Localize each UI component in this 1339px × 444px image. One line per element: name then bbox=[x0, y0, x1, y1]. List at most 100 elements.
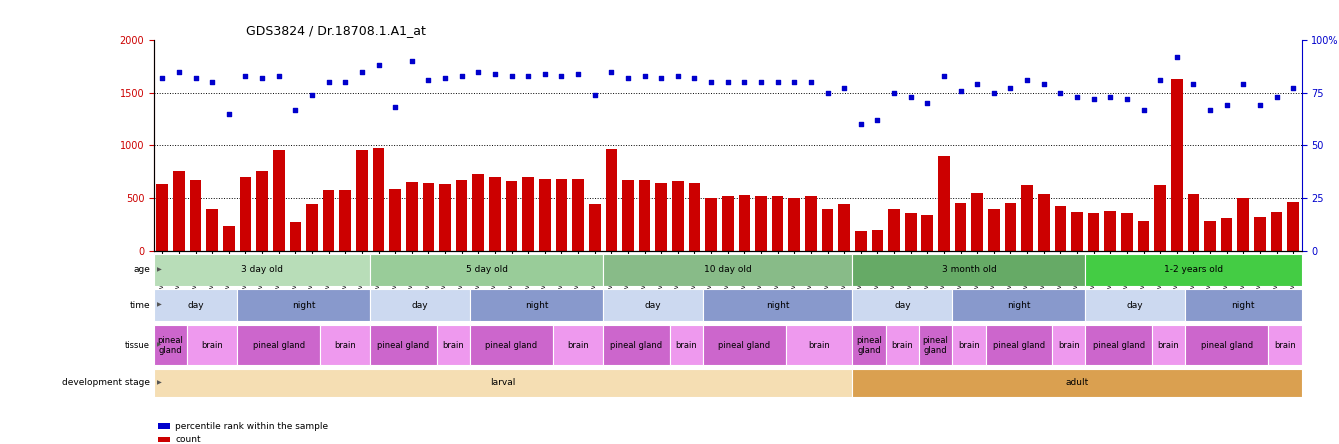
Bar bbox=[872, 230, 884, 251]
Bar bbox=[939, 156, 949, 251]
Text: brain: brain bbox=[809, 341, 830, 350]
Text: ▶: ▶ bbox=[157, 267, 162, 272]
Point bbox=[517, 72, 538, 79]
Text: time: time bbox=[130, 301, 150, 310]
Text: brain: brain bbox=[568, 341, 589, 350]
Bar bbox=[370, 254, 603, 286]
Bar bbox=[739, 195, 750, 251]
Point bbox=[866, 117, 888, 124]
Bar bbox=[1004, 203, 1016, 251]
Bar bbox=[1105, 211, 1117, 251]
Point bbox=[252, 75, 273, 82]
Bar bbox=[1121, 213, 1133, 251]
Text: pineal gland: pineal gland bbox=[992, 341, 1044, 350]
Bar bbox=[1172, 79, 1182, 251]
Point bbox=[351, 68, 372, 75]
Bar bbox=[838, 205, 850, 251]
Point bbox=[933, 72, 955, 79]
Bar bbox=[771, 196, 783, 251]
Text: pineal gland: pineal gland bbox=[1201, 341, 1253, 350]
Point bbox=[684, 75, 706, 82]
Point bbox=[1283, 85, 1304, 92]
Bar bbox=[553, 325, 603, 365]
Bar bbox=[455, 180, 467, 251]
Bar bbox=[706, 198, 716, 251]
Text: brain: brain bbox=[201, 341, 224, 350]
Point bbox=[434, 75, 455, 82]
Text: pineal gland: pineal gland bbox=[1093, 341, 1145, 350]
Bar bbox=[603, 254, 853, 286]
Point bbox=[1249, 102, 1271, 109]
Bar bbox=[623, 180, 633, 251]
Point bbox=[917, 100, 939, 107]
Bar bbox=[489, 177, 501, 251]
Text: 1-2 years old: 1-2 years old bbox=[1164, 265, 1223, 274]
Bar bbox=[1188, 194, 1200, 251]
Text: count: count bbox=[175, 435, 201, 444]
Point bbox=[1166, 53, 1188, 60]
Bar bbox=[952, 289, 1086, 321]
Bar bbox=[703, 289, 853, 321]
Point bbox=[317, 79, 339, 86]
Point bbox=[884, 89, 905, 96]
Point bbox=[667, 72, 688, 79]
Bar bbox=[372, 147, 384, 251]
Point bbox=[268, 72, 289, 79]
Text: brain: brain bbox=[1158, 341, 1180, 350]
Bar bbox=[307, 205, 317, 251]
Point bbox=[384, 104, 406, 111]
Bar bbox=[1022, 186, 1032, 251]
Point bbox=[783, 79, 805, 86]
Bar bbox=[639, 180, 651, 251]
Text: development stage: development stage bbox=[62, 378, 150, 388]
Point bbox=[767, 79, 789, 86]
Bar bbox=[853, 254, 1086, 286]
Text: brain: brain bbox=[675, 341, 698, 350]
Bar bbox=[154, 369, 853, 397]
Bar bbox=[339, 190, 351, 251]
Bar bbox=[605, 149, 617, 251]
Bar bbox=[885, 325, 919, 365]
Text: night: night bbox=[525, 301, 548, 310]
Point bbox=[801, 79, 822, 86]
Bar bbox=[572, 179, 584, 251]
Point bbox=[1083, 95, 1105, 103]
Text: larval: larval bbox=[490, 378, 516, 388]
Text: pineal
gland: pineal gland bbox=[923, 336, 948, 355]
Point bbox=[1066, 93, 1087, 100]
Bar bbox=[154, 254, 370, 286]
Text: day: day bbox=[644, 301, 661, 310]
Text: brain: brain bbox=[1058, 341, 1079, 350]
Bar bbox=[1185, 289, 1302, 321]
Bar bbox=[370, 289, 470, 321]
Bar bbox=[1204, 222, 1216, 251]
Text: night: night bbox=[292, 301, 316, 310]
Bar bbox=[986, 325, 1052, 365]
Bar bbox=[655, 183, 667, 251]
Text: 3 day old: 3 day old bbox=[241, 265, 283, 274]
Text: day: day bbox=[894, 301, 911, 310]
Point bbox=[850, 121, 872, 128]
Point bbox=[734, 79, 755, 86]
Bar bbox=[1086, 325, 1152, 365]
Point bbox=[900, 93, 921, 100]
Point bbox=[1149, 76, 1170, 83]
Text: brain: brain bbox=[892, 341, 913, 350]
Point bbox=[501, 72, 522, 79]
Bar bbox=[154, 325, 187, 365]
Point bbox=[368, 62, 390, 69]
Point bbox=[335, 79, 356, 86]
Point bbox=[234, 72, 256, 79]
Bar bbox=[1152, 325, 1185, 365]
Text: brain: brain bbox=[442, 341, 465, 350]
Bar bbox=[1055, 206, 1066, 251]
Text: age: age bbox=[133, 265, 150, 274]
Bar bbox=[921, 215, 933, 251]
Point bbox=[1117, 95, 1138, 103]
Point bbox=[169, 68, 190, 75]
Point bbox=[1133, 106, 1154, 113]
Point bbox=[1182, 81, 1204, 88]
Point bbox=[451, 72, 473, 79]
Point bbox=[983, 89, 1004, 96]
Point bbox=[151, 75, 173, 82]
